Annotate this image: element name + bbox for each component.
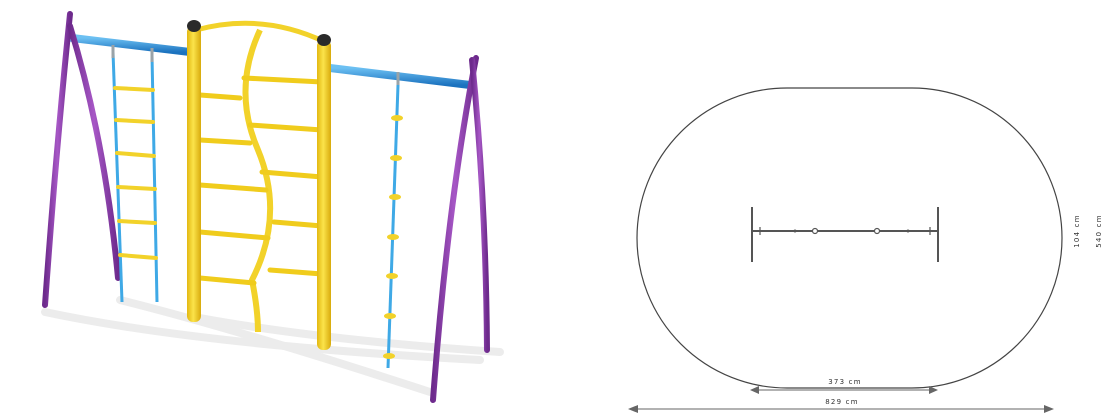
left-a-frame [42,11,121,308]
post-cap [187,20,201,32]
safety-area-plan: 373 cm 829 cm 104 cm 540 cm [628,87,1103,413]
knotted-rope [383,72,403,369]
top-beam [68,34,474,89]
inner-width-label: 373 cm [828,378,861,386]
wave-ladder-panel [187,20,331,350]
plan-drawing: 373 cm 829 cm 104 cm 540 cm [560,0,1109,414]
total-width-dimension: 829 cm [628,398,1054,413]
post-cap [317,34,331,46]
product-render [41,11,504,403]
equipment-footprint [751,207,939,262]
total-depth-label: 540 cm [1095,214,1103,247]
right-a-frame [430,55,490,403]
rope-ladder [111,45,159,303]
inner-width-dimension: 373 cm [750,378,938,394]
inner-depth-label: 104 cm [1073,214,1081,247]
climbing-frame-render [41,11,504,403]
safety-zone-outline [636,87,1063,389]
total-width-label: 829 cm [825,398,858,406]
ground-shadow [41,296,504,396]
